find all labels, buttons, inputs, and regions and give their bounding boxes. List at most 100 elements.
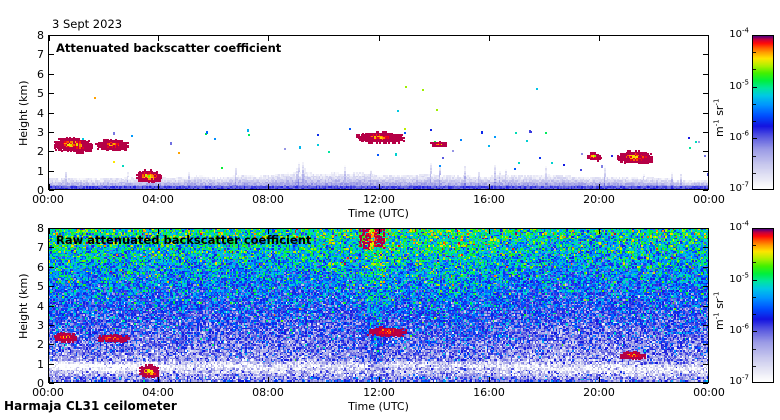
xtick-bot-6 (708, 377, 709, 382)
cbar-minor-tick-bot-6 (753, 331, 756, 332)
xtick-label-bot-6: 00:00 (693, 386, 725, 399)
xtick-top-top-5 (599, 36, 600, 41)
cbar-unit-label-top: m-1 sr-1 (712, 98, 726, 137)
xtick-top-3 (379, 184, 380, 189)
xtick-label-top-5: 20:00 (583, 193, 615, 206)
cbar-tick-top-3 (753, 189, 757, 190)
ytick-top-8 (49, 35, 54, 36)
ytick-right-top-5 (703, 93, 708, 94)
ytick-right-bot-0 (703, 383, 708, 384)
xtick-label-top-4: 16:00 (473, 193, 505, 206)
xtick-bot-1 (158, 377, 159, 382)
ytick-bot-3 (49, 325, 54, 326)
ytick-label-top-0: 0 (37, 184, 44, 197)
yaxis-label-bot: Height (km) (17, 272, 30, 339)
ytick-right-bot-3 (703, 325, 708, 326)
cbar-minor-tick-bot-2 (753, 262, 756, 263)
xaxis-label-top: Time (UTC) (348, 207, 409, 220)
ytick-label-top-3: 3 (37, 126, 44, 139)
cbar-minor-tick-top-7 (753, 156, 756, 157)
ytick-right-top-1 (703, 171, 708, 172)
cbar-tick-label-top-1: 10-5 (729, 78, 749, 92)
ytick-right-bot-4 (703, 306, 708, 307)
ytick-top-0 (49, 190, 54, 191)
ytick-right-bot-8 (703, 228, 708, 229)
ytick-top-6 (49, 74, 54, 75)
cbar-minor-tick-bot-7 (753, 349, 756, 350)
xtick-bot-3 (379, 377, 380, 382)
cbar-minor-tick-bot-8 (753, 366, 756, 367)
xtick-top-bot-1 (158, 229, 159, 234)
attenuated-backscatter-heatmap (49, 36, 708, 189)
ytick-bot-5 (49, 286, 54, 287)
ytick-top-2 (49, 151, 54, 152)
xtick-bot-2 (268, 377, 269, 382)
xtick-top-top-4 (489, 36, 490, 41)
xtick-top-bot-5 (599, 229, 600, 234)
colorbar-raw (752, 228, 774, 383)
xtick-label-top-6: 00:00 (693, 193, 725, 206)
ytick-label-bot-8: 8 (37, 222, 44, 235)
panel-title-attenuated: Attenuated backscatter coefficient (56, 41, 282, 55)
xtick-top-bot-2 (268, 229, 269, 234)
xtick-label-top-2: 08:00 (252, 193, 284, 206)
xtick-top-bot-0 (49, 229, 50, 234)
ytick-label-top-1: 1 (37, 165, 44, 178)
xtick-top-bot-4 (489, 229, 490, 234)
ytick-top-1 (49, 171, 54, 172)
cbar-tick-label-top-0: 10-4 (729, 26, 749, 40)
ytick-right-top-0 (703, 190, 708, 191)
ytick-label-bot-6: 6 (37, 261, 44, 274)
xtick-top-5 (599, 184, 600, 189)
cbar-minor-tick-top-3 (753, 87, 756, 88)
ytick-label-bot-4: 4 (37, 300, 44, 313)
xtick-top-bot-3 (379, 229, 380, 234)
cbar-minor-tick-bot-5 (753, 314, 756, 315)
xtick-label-bot-4: 16:00 (473, 386, 505, 399)
panel-attenuated-backscatter (48, 35, 709, 190)
cbar-tick-top-0 (753, 35, 757, 36)
ytick-right-top-3 (703, 132, 708, 133)
ytick-label-bot-3: 3 (37, 319, 44, 332)
colorbar-gradient-top (753, 36, 773, 189)
ytick-label-top-8: 8 (37, 29, 44, 42)
cbar-tick-label-bot-0: 10-4 (729, 219, 749, 233)
xtick-top-0 (49, 184, 50, 189)
xtick-bot-5 (599, 377, 600, 382)
ytick-top-5 (49, 93, 54, 94)
xtick-label-bot-5: 20:00 (583, 386, 615, 399)
ytick-bot-7 (49, 247, 54, 248)
ytick-bot-8 (49, 228, 54, 229)
cbar-minor-tick-top-8 (753, 173, 756, 174)
xtick-label-top-0: 00:00 (32, 193, 64, 206)
xtick-top-bot-6 (708, 229, 709, 234)
xtick-top-2 (268, 184, 269, 189)
xtick-top-top-6 (708, 36, 709, 41)
ytick-label-top-5: 5 (37, 87, 44, 100)
ytick-right-top-7 (703, 54, 708, 55)
cbar-tick-label-top-3: 10-7 (729, 180, 749, 194)
cbar-tick-label-top-2: 10-6 (729, 129, 749, 143)
cbar-minor-tick-top-5 (753, 121, 756, 122)
ytick-label-top-6: 6 (37, 68, 44, 81)
xtick-top-top-3 (379, 36, 380, 41)
xtick-top-6 (708, 184, 709, 189)
ytick-top-7 (49, 54, 54, 55)
ytick-label-top-4: 4 (37, 107, 44, 120)
colorbar-attenuated (752, 35, 774, 190)
cbar-minor-tick-bot-3 (753, 280, 756, 281)
cbar-minor-tick-top-6 (753, 138, 756, 139)
cbar-minor-tick-top-4 (753, 104, 756, 105)
ytick-right-bot-1 (703, 364, 708, 365)
xaxis-label-bot: Time (UTC) (348, 400, 409, 413)
cbar-minor-tick-top-2 (753, 69, 756, 70)
colorbar-gradient-bot (753, 229, 773, 382)
xtick-label-bot-0: 00:00 (32, 386, 64, 399)
ytick-right-bot-6 (703, 267, 708, 268)
ytick-label-top-7: 7 (37, 48, 44, 61)
panel-raw-backscatter (48, 228, 709, 383)
cbar-minor-tick-bot-4 (753, 297, 756, 298)
xtick-label-bot-3: 12:00 (363, 386, 395, 399)
ytick-bot-4 (49, 306, 54, 307)
